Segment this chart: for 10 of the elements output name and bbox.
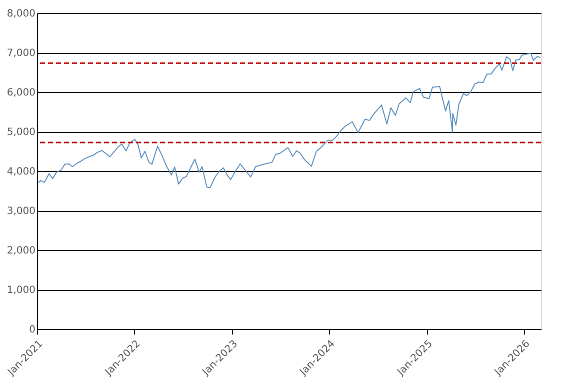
y-tick-label: 1,000 — [6, 285, 36, 296]
line-series — [37, 52, 541, 188]
y-tick-label: 2,000 — [6, 246, 36, 256]
y-tick-label: 4,000 — [6, 166, 36, 178]
y-tick-label: 7,000 — [6, 48, 36, 59]
y-tick-label: 0 — [29, 324, 36, 336]
y-tick-label: 8,000 — [6, 8, 36, 20]
y-tick-label: 6,000 — [6, 88, 36, 98]
y-tick-label: 3,000 — [6, 206, 36, 217]
y-tick-label: 5,000 — [6, 127, 36, 138]
